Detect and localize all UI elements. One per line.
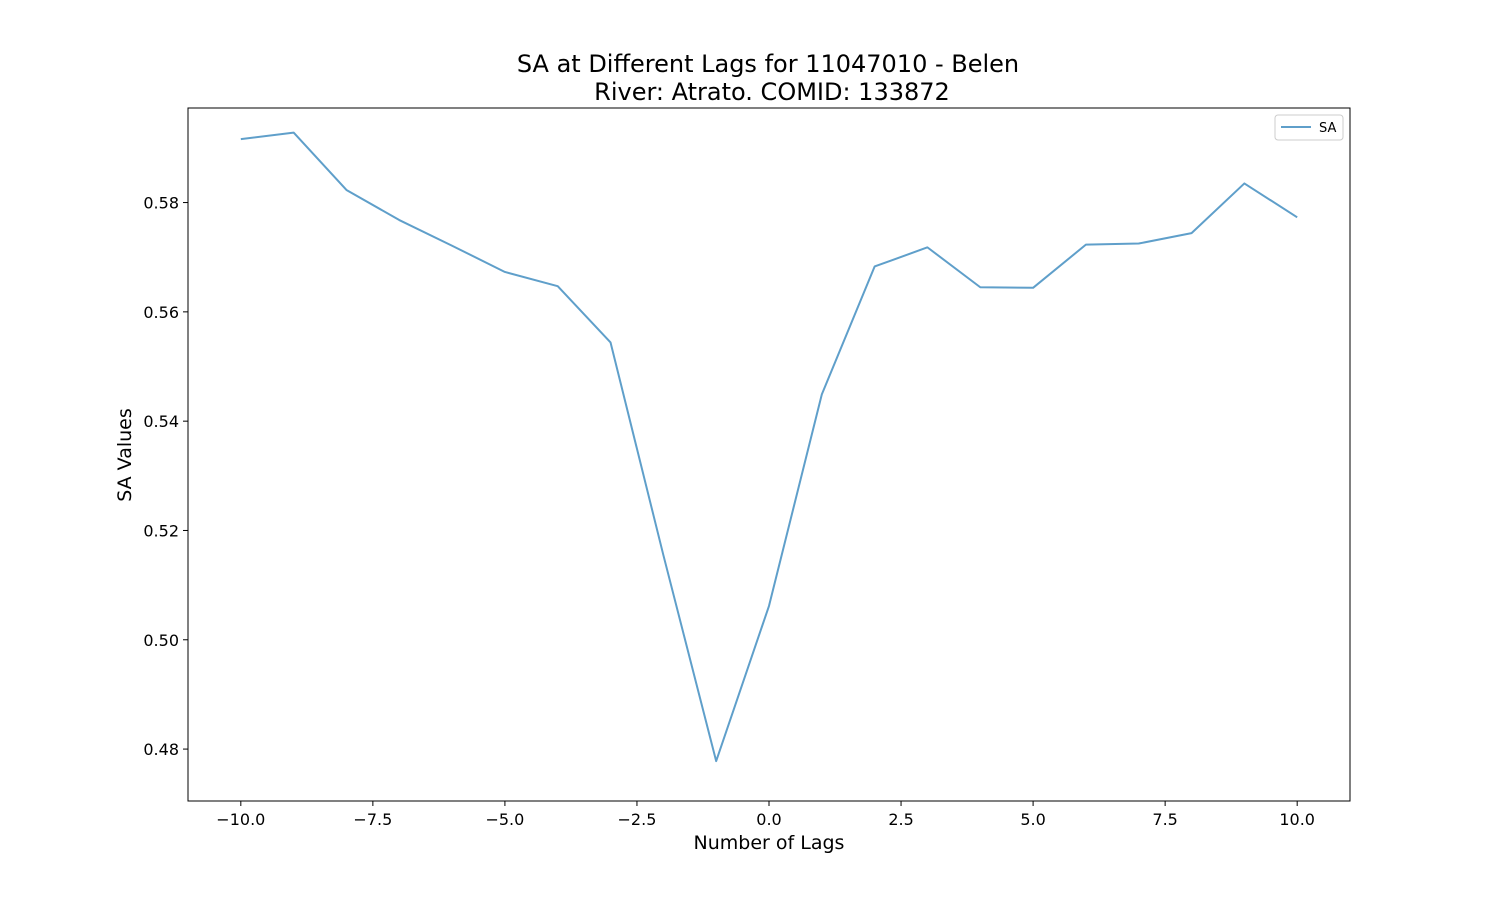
- x-axis-ticks: −10.0 −7.5 −5.0 −2.5 0.0 2.5 5.0 7.5 10.0: [216, 801, 1315, 829]
- y-tick-label: 0.54: [143, 412, 179, 431]
- series-line-sa: [240, 131, 1298, 763]
- plot-frame: [187, 107, 1351, 802]
- legend: SA: [1274, 114, 1344, 141]
- x-tick-label: 7.5: [1152, 810, 1177, 829]
- x-tick-label: −10.0: [216, 810, 265, 829]
- chart-title-line1: SA at Different Lags for 11047010 - Bele…: [517, 50, 1019, 78]
- y-tick-label: 0.52: [143, 521, 179, 540]
- x-tick-label: 10.0: [1279, 810, 1315, 829]
- x-tick-label: −7.5: [353, 810, 392, 829]
- x-tick-label: −5.0: [485, 810, 524, 829]
- series-layer: [240, 131, 1298, 763]
- y-axis-label: SA Values: [114, 408, 136, 502]
- y-tick-label: 0.58: [143, 194, 179, 213]
- y-axis-ticks: 0.48 0.50 0.52 0.54 0.56 0.58: [143, 194, 188, 759]
- x-axis-label: Number of Lags: [694, 832, 845, 854]
- x-tick-label: 5.0: [1020, 810, 1045, 829]
- x-tick-label: 2.5: [888, 810, 913, 829]
- x-tick-label: −2.5: [618, 810, 657, 829]
- y-tick-label: 0.50: [143, 631, 179, 650]
- y-tick-label: 0.48: [143, 740, 179, 759]
- y-tick-label: 0.56: [143, 303, 179, 322]
- plot-area: [188, 108, 1350, 801]
- legend-label-sa: SA: [1319, 121, 1336, 136]
- chart-title-line2: River: Atrato. COMID: 133872: [594, 78, 950, 106]
- x-tick-label: 0.0: [756, 810, 781, 829]
